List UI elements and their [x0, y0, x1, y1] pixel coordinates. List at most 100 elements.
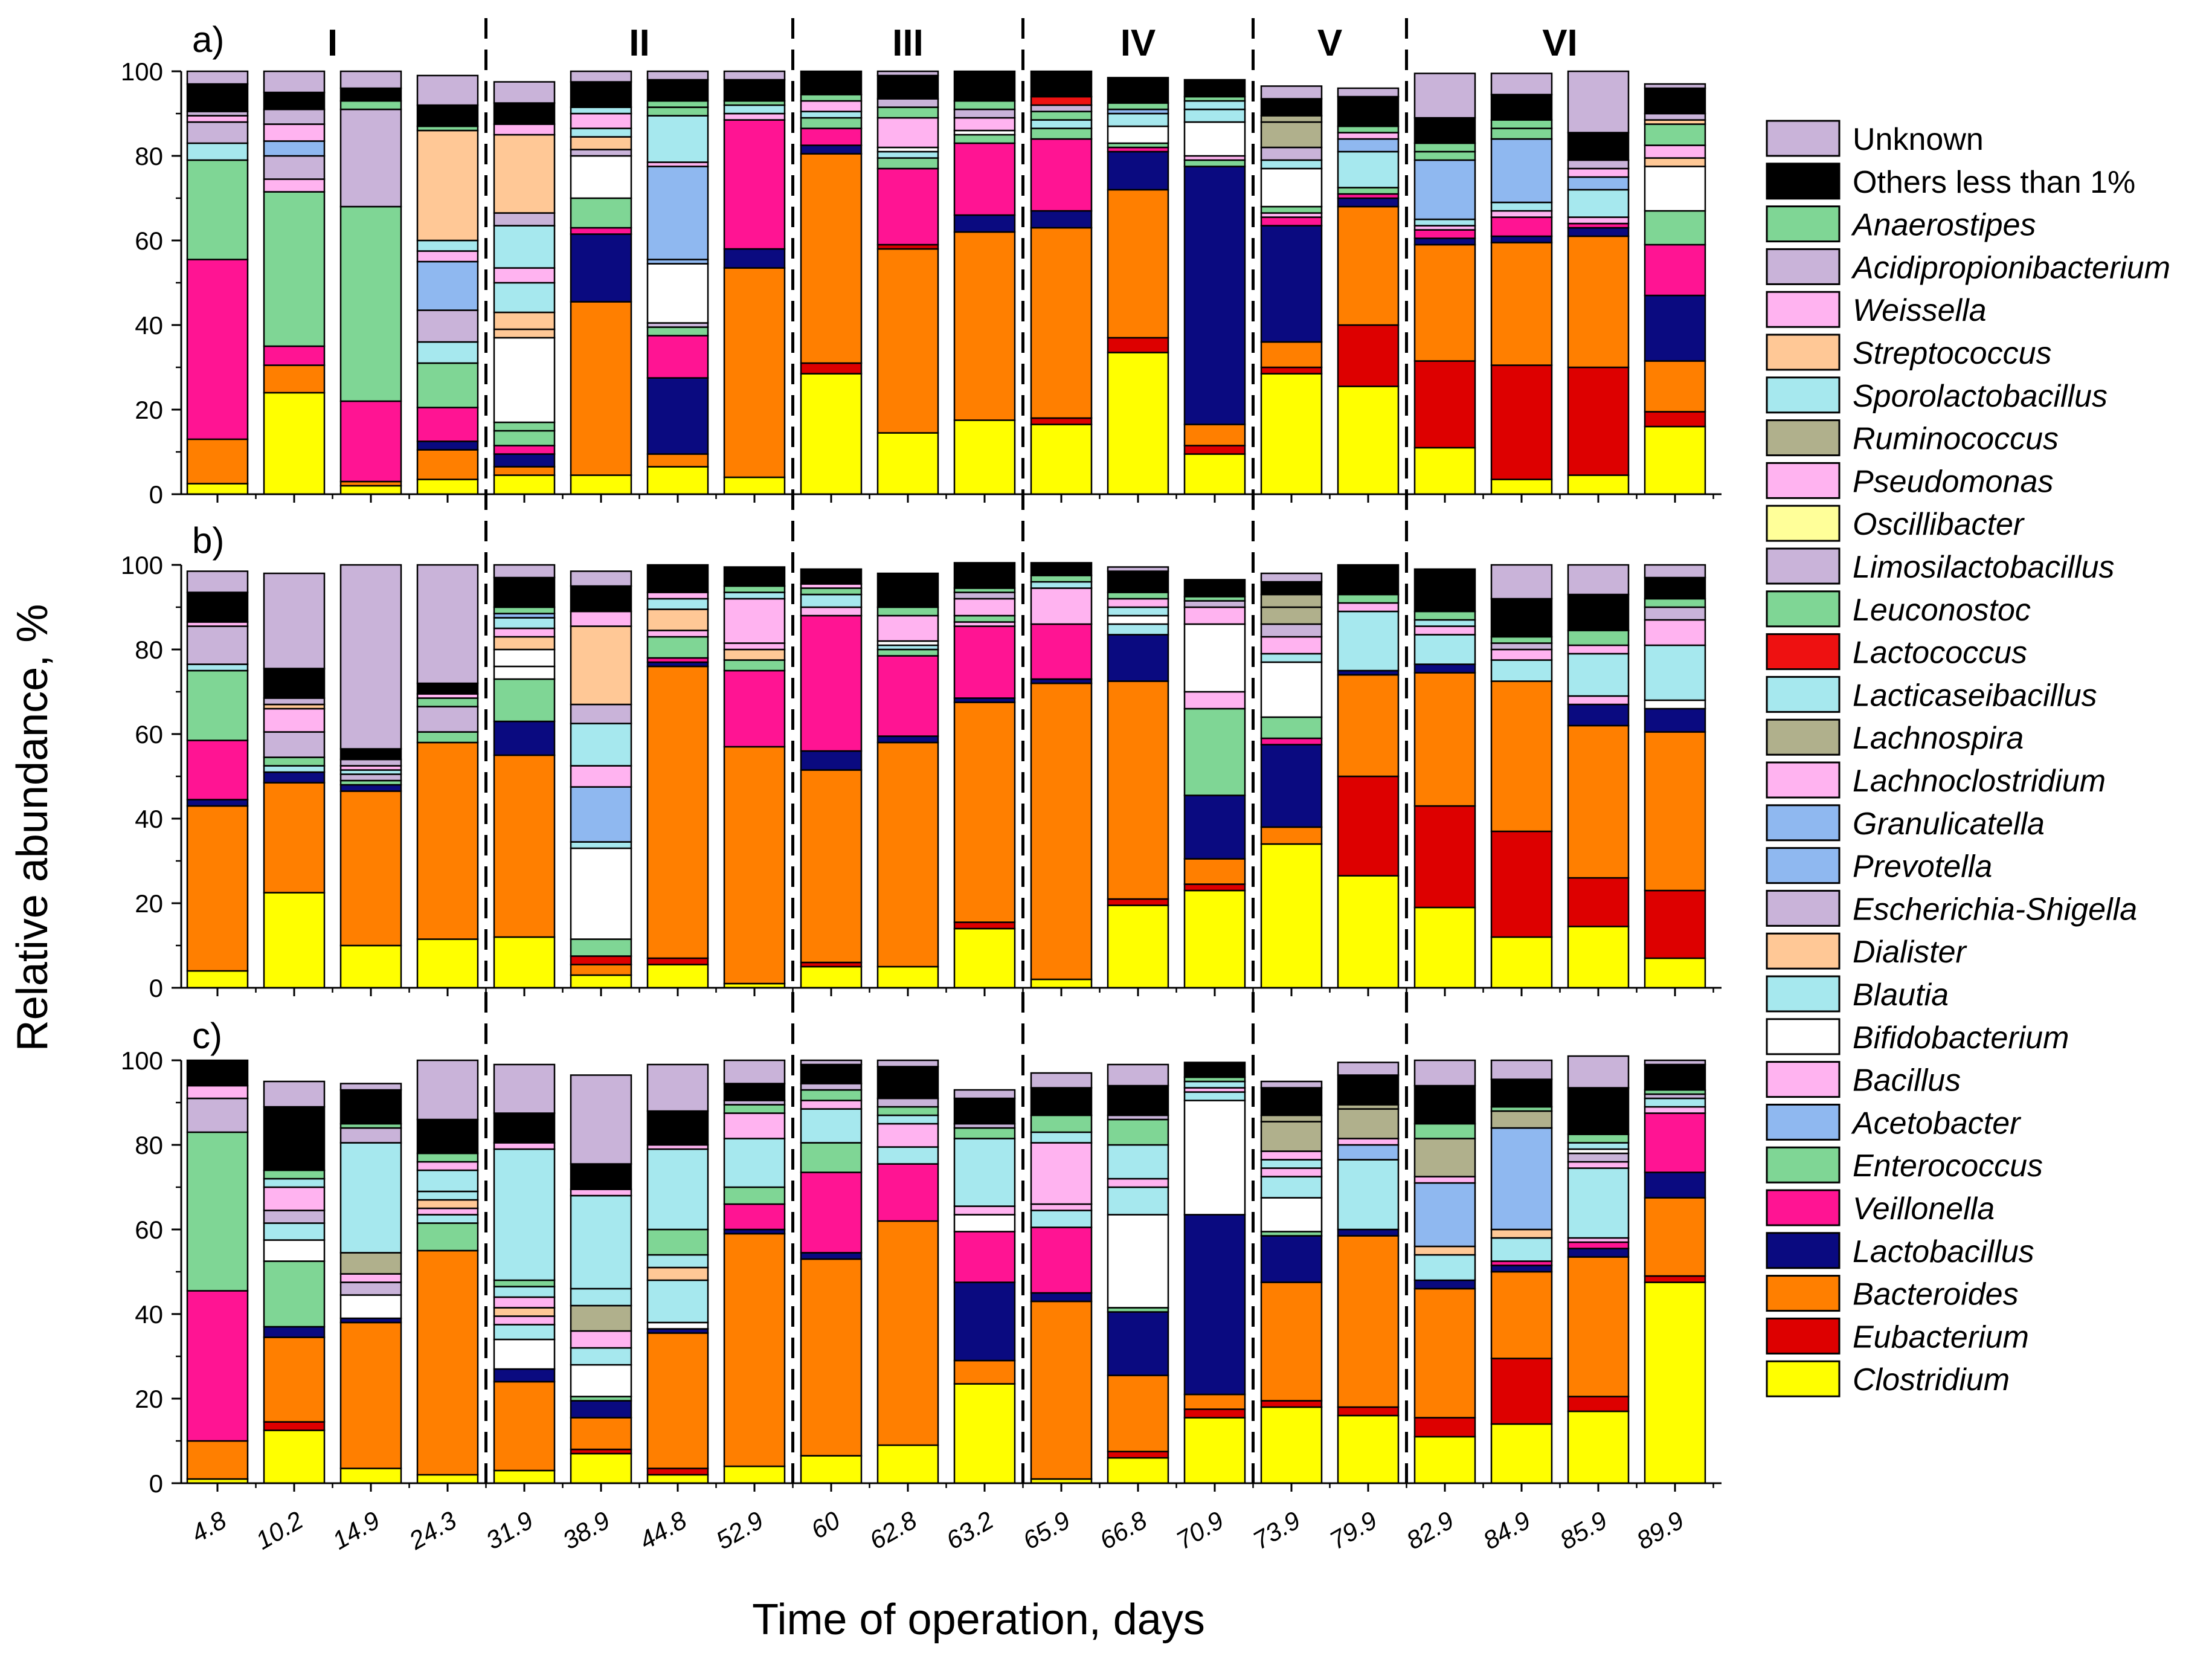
- stacked-bar: [1030, 70, 1093, 495]
- bar-segment: [416, 440, 479, 451]
- bar-segment: [1644, 294, 1706, 362]
- legend-swatch: [1766, 163, 1841, 200]
- bar-segment: [1644, 707, 1706, 733]
- bar-segment: [1260, 606, 1323, 625]
- bar-segment: [1567, 167, 1630, 178]
- legend-label: Unknown: [1853, 122, 1984, 157]
- bar-segment: [416, 449, 479, 480]
- bar-segment: [953, 142, 1016, 216]
- legend-label: Bacteroides: [1853, 1277, 2019, 1312]
- bar-segment: [493, 1286, 556, 1298]
- bar-segment: [1413, 568, 1476, 613]
- stacked-bar: [1413, 1059, 1476, 1484]
- bar-segment: [1030, 682, 1093, 981]
- bar-segment: [493, 606, 556, 614]
- bar-segment: [953, 231, 1016, 421]
- bar-segment: [1567, 926, 1630, 989]
- bar-segment: [570, 227, 632, 235]
- bar-segment: [723, 104, 786, 115]
- bar-segment: [570, 1400, 632, 1419]
- bar-segment: [1337, 1414, 1400, 1484]
- bar-segment: [263, 697, 326, 706]
- bar-segment: [339, 1294, 402, 1319]
- legend-swatch: [1766, 547, 1841, 585]
- bar-segment: [339, 1273, 402, 1283]
- bar-segment: [1183, 606, 1246, 625]
- bar-segment: [1030, 227, 1093, 419]
- bar-segment: [570, 1347, 632, 1366]
- bar-segment: [1567, 474, 1630, 495]
- bar-segment: [1567, 366, 1630, 476]
- bar-segment: [1567, 176, 1630, 191]
- bar-segment: [1490, 127, 1553, 140]
- bar-segment: [876, 1146, 939, 1165]
- bar-segment: [1030, 1300, 1093, 1480]
- bar-segment: [1337, 1406, 1400, 1417]
- stacked-bar: [570, 70, 632, 495]
- bar-segment: [493, 445, 556, 455]
- bar-segment: [1030, 1131, 1093, 1144]
- bar-segment: [876, 572, 939, 608]
- bar-segment: [1490, 830, 1553, 938]
- stacked-bar: [416, 74, 479, 495]
- legend-item: Bifidobacterium: [1766, 1018, 2069, 1055]
- stacked-bar: [493, 1063, 556, 1484]
- bar-segment: [1413, 1287, 1476, 1419]
- legend-swatch: [1766, 675, 1841, 713]
- bar-segment: [339, 564, 402, 750]
- bar-segment: [800, 1089, 863, 1101]
- bar-segment: [493, 1296, 556, 1309]
- bar-segment: [1337, 1228, 1400, 1237]
- bar-segment: [1567, 216, 1630, 225]
- bar-segment: [723, 79, 786, 102]
- legend-item: Others less than 1%: [1766, 163, 2135, 200]
- bar-segment: [339, 758, 402, 767]
- bar-segment: [570, 610, 632, 627]
- bar-segment: [1030, 424, 1093, 495]
- bar-segment: [1644, 360, 1706, 413]
- bar-segment: [1413, 610, 1476, 621]
- bar-segment: [1413, 1254, 1476, 1281]
- bar-segment: [953, 134, 1016, 144]
- panel-label: b): [192, 520, 224, 561]
- bar-segment: [1260, 1150, 1323, 1161]
- legend-item: Unknown: [1766, 120, 1984, 157]
- bar-segment: [1183, 883, 1246, 892]
- bar-segment: [570, 974, 632, 989]
- bar-segment: [570, 149, 632, 157]
- bar-segment: [263, 1169, 326, 1180]
- bar-segment: [1030, 119, 1093, 129]
- bar-segment: [1490, 1110, 1553, 1129]
- bar-segment: [1567, 1161, 1630, 1169]
- bar-segment: [1644, 1112, 1706, 1173]
- bar-segment: [1337, 1235, 1400, 1408]
- bar-segment: [263, 707, 326, 733]
- bar-segment: [263, 1239, 326, 1262]
- bar-segment: [493, 1142, 556, 1150]
- bar-segment: [800, 1252, 863, 1260]
- bar-segment: [1567, 188, 1630, 218]
- bar-segment: [493, 1307, 556, 1317]
- legend-item: Lachnospira: [1766, 718, 2024, 756]
- bar-segment: [263, 345, 326, 366]
- bar-segment: [1413, 906, 1476, 989]
- x-tick-label: 73.9: [1248, 1506, 1305, 1555]
- bar-segment: [1260, 843, 1323, 989]
- legend-swatch: [1766, 590, 1841, 628]
- bar-segment: [186, 70, 249, 85]
- legend-label: Streptococcus: [1853, 336, 2052, 371]
- bar-segment: [1107, 591, 1169, 600]
- bar-segment: [646, 1228, 709, 1256]
- bar-segment: [1567, 1087, 1630, 1135]
- bar-segment: [416, 1249, 479, 1476]
- bar-segment: [1337, 875, 1400, 989]
- bar-segment: [493, 337, 556, 424]
- bar-segment: [723, 591, 786, 600]
- bar-segment: [1030, 1087, 1093, 1116]
- bar-segment: [1644, 619, 1706, 646]
- bar-segment: [1260, 581, 1323, 596]
- legend-label: Acidipropionibacterium: [1851, 250, 2170, 285]
- stacked-bar: [953, 1089, 1016, 1484]
- bar-segment: [416, 1152, 479, 1163]
- bar-segment: [723, 1203, 786, 1231]
